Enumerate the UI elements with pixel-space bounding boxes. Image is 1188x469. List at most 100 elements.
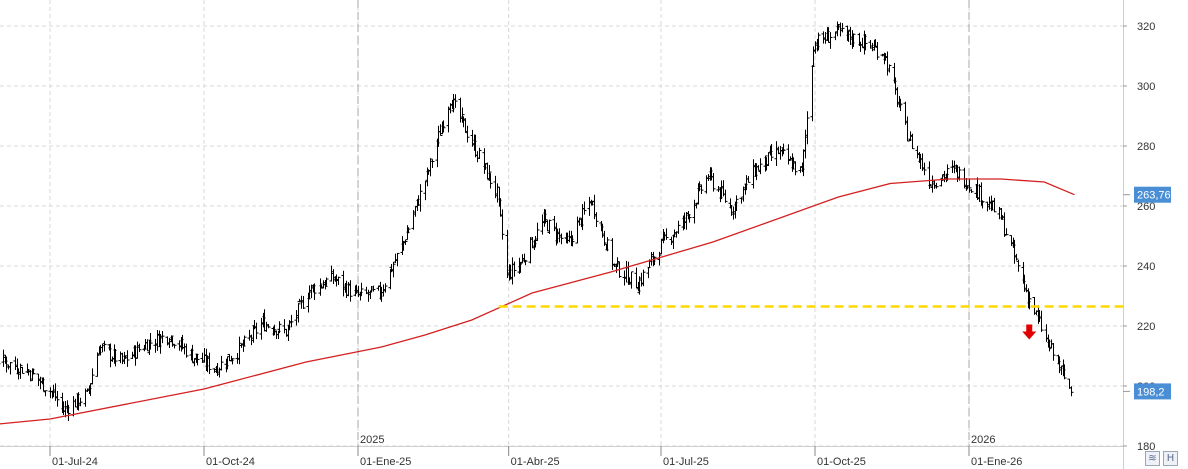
ohlc-bar [535,222,540,241]
ohlc-bar [359,282,364,297]
ohlc-bar [212,368,217,373]
ohlc-bar [110,356,115,362]
ohlc-bar [821,31,826,44]
ohlc-bar [348,280,353,302]
ohlc-bar [1016,259,1021,272]
ohlc-bar [676,220,681,234]
ohlc-bar [1062,364,1067,380]
ohlc-bar [646,266,651,279]
ohlc-bar [851,33,856,47]
ohlc-bar [460,107,465,123]
sell-arrow-head [1022,331,1037,340]
ohlc-bar [18,363,23,379]
ohlc-bar [540,214,545,235]
ohlc-bar [237,336,242,365]
ohlc-bar [8,361,13,375]
ohlc-bar [687,214,692,223]
ohlc-bar [411,210,416,230]
ohlc-bar [235,353,240,364]
ohlc-bar [376,285,381,291]
ohlc-bar [155,329,160,351]
price-badge: 198,2 [1123,383,1171,400]
ohlc-bar [559,233,564,245]
ohlc-bar [512,261,517,277]
ohlc-bar [746,176,751,183]
ohlc-bar [324,277,329,286]
ohlc-bar [247,329,252,341]
ohlc-bar [465,125,470,143]
ohlc-bar [528,237,533,264]
ohlc-bar [296,303,301,323]
ohlc-bar [557,228,562,243]
ohlc-bar [915,145,920,159]
ohlc-bar [266,324,271,329]
ohlc-bar [763,155,768,172]
ohlc-bar [48,387,53,399]
ohlc-bar [227,353,232,362]
ohlc-bar [1004,228,1009,236]
ohlc-bar [582,201,587,215]
ohlc-bar [828,32,833,49]
ohlc-bar [629,271,634,289]
chart-type-icon[interactable]: H [1163,451,1178,466]
ohlc-bar [910,133,915,150]
ohlc-bar [945,164,950,181]
ohlc-bar [100,343,105,353]
ohlc-bar [649,251,654,266]
ohlc-bar [135,341,140,359]
ohlc-bar [133,345,138,366]
ohlc-bar [102,340,107,352]
ohlc-bars [0,21,1074,421]
ohlc-bar [875,42,880,60]
ohlc-bar [803,129,808,159]
price-badge-text: 198,2 [1137,386,1165,398]
ohlc-bar [652,256,657,266]
ohlc-bar [55,390,60,407]
x-tick-label: 01-Jul-25 [663,456,709,468]
ohlc-bar [264,321,269,332]
x-tick-label: 01-Ene-26 [971,456,1022,468]
ohlc-bar [172,344,177,349]
ohlc-bar [641,269,646,287]
ohlc-bar [413,206,418,217]
ohlc-bar [441,120,446,133]
ohlc-bar [78,397,83,407]
ohlc-bar [113,348,118,367]
ohlc-bar [1009,235,1014,246]
x-axis-ticks: 01-Jul-24 01-Oct-24 01-Ene-25 01-Abr-25 01-J… [49,434,1022,468]
ohlc-bar [751,159,756,189]
ohlc-bar [475,151,480,163]
ohlc-bar [664,228,669,240]
ohlc-bar [137,343,142,353]
ohlc-bar [148,332,153,350]
ohlc-bar [860,37,865,49]
ohlc-bar [423,180,428,201]
ohlc-bar [446,106,451,133]
ohlc-bar [523,260,528,266]
ohlc-bar [31,368,36,375]
ohlc-bar [43,390,48,397]
sell-arrow [1022,324,1037,340]
ohlc-bar [840,23,845,33]
price-badge-bg [1134,383,1171,400]
ohlc-bar [934,182,939,189]
ohlc-bar [885,51,890,76]
ohlc-bar [920,153,925,171]
ohlc-bar [903,101,908,125]
ohlc-bar [36,373,41,387]
ohlc-bar [756,165,761,171]
ohlc-bar [336,276,341,286]
ohlc-bar [71,396,76,417]
scroll-sync-icon[interactable]: ≋ [1145,451,1160,466]
ohlc-bar [195,353,200,366]
ohlc-bar [868,40,873,49]
ohlc-bar [992,197,997,213]
ohlc-bar [723,189,728,203]
price-badge-bg [1134,186,1171,203]
ohlc-bar [0,363,1,365]
ohlc-bar [793,161,798,176]
ohlc-bar [711,173,716,192]
y-tick-label: 180 [1137,441,1155,453]
